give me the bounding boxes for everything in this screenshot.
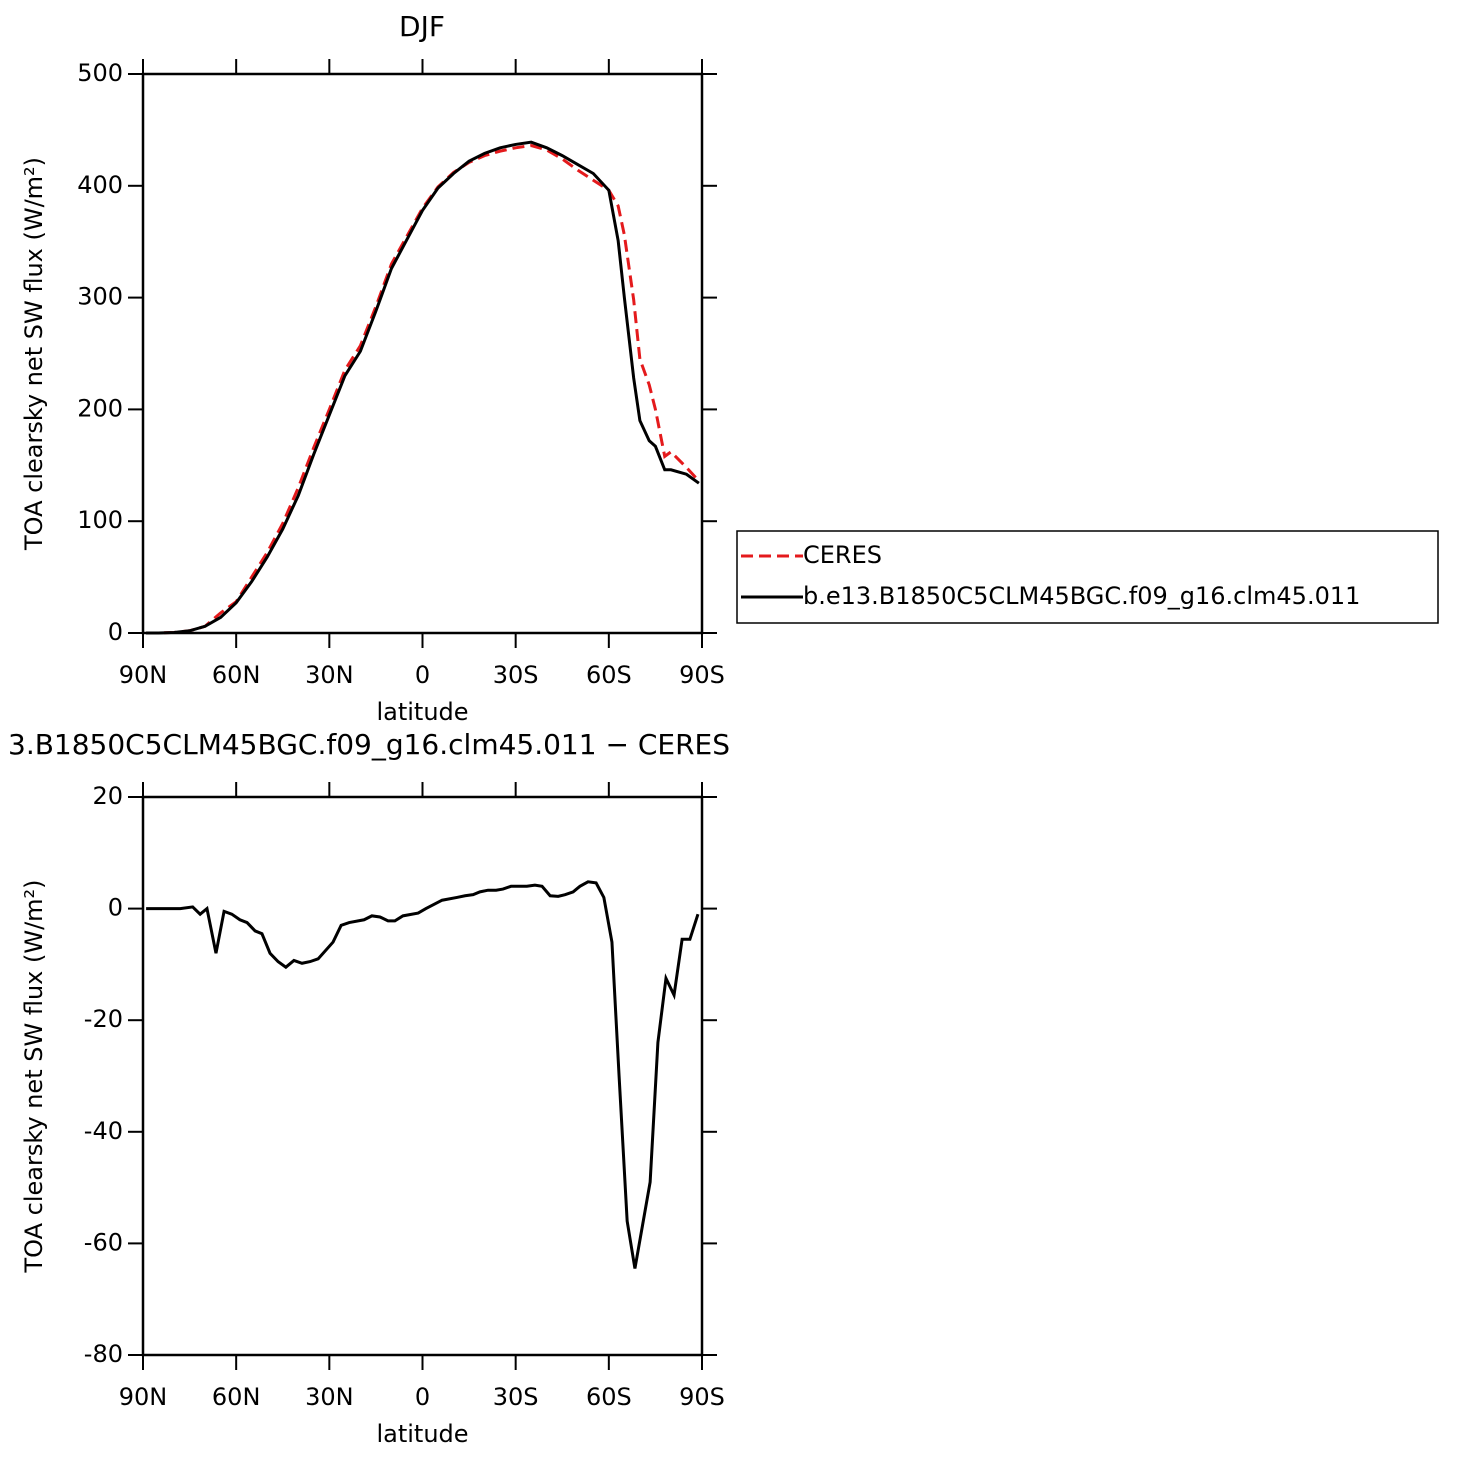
- x-tick-label: 30S: [493, 661, 539, 689]
- chart-title: 3.B1850C5CLM45BGC.f09_g16.clm45.011 − CE…: [8, 728, 730, 761]
- series-line: [146, 144, 700, 635]
- legend-label: b.e13.B1850C5CLM45BGC.f09_g16.clm45.011: [803, 582, 1360, 610]
- x-tick-label: 30S: [493, 1383, 539, 1411]
- y-axis-label: TOA clearsky net SW flux (W/m²): [20, 157, 48, 551]
- x-tick-label: 90S: [679, 1383, 725, 1411]
- y-tick-label: 300: [77, 283, 123, 311]
- series-line: [146, 140, 700, 635]
- x-tick-label: 60S: [586, 1383, 632, 1411]
- y-tick-label: 400: [77, 171, 123, 199]
- chart-title: DJF: [399, 10, 445, 43]
- y-axis-label: TOA clearsky net SW flux (W/m²): [20, 879, 48, 1273]
- legend-box: [736, 530, 1439, 624]
- x-tick-label: 0: [415, 1383, 430, 1411]
- x-tick-label: 60N: [212, 1383, 261, 1411]
- x-tick-label: 0: [415, 661, 430, 689]
- plot-frame: [141, 795, 704, 1357]
- plot-frame: [141, 72, 704, 635]
- legend-label: CERES: [803, 541, 882, 569]
- y-tick-label: 0: [108, 618, 123, 646]
- y-tick-label: -80: [84, 1340, 123, 1368]
- y-tick-label: -20: [84, 1005, 123, 1033]
- y-tick-label: 200: [77, 394, 123, 422]
- y-tick-label: -60: [84, 1228, 123, 1256]
- y-tick-label: 100: [77, 506, 123, 534]
- x-tick-label: 60N: [212, 661, 261, 689]
- x-tick-label: 60S: [586, 661, 632, 689]
- x-tick-label: 30N: [305, 661, 354, 689]
- x-axis-label: latitude: [376, 698, 468, 726]
- data-line: [146, 880, 700, 1269]
- x-tick-label: 90N: [119, 1383, 168, 1411]
- x-tick-label: 90S: [679, 661, 725, 689]
- y-tick-label: 500: [77, 59, 123, 87]
- x-tick-label: 90N: [119, 661, 168, 689]
- y-tick-label: 0: [108, 894, 123, 922]
- x-axis-label: latitude: [376, 1420, 468, 1448]
- y-tick-label: 20: [92, 782, 123, 810]
- x-tick-label: 30N: [305, 1383, 354, 1411]
- y-tick-label: -40: [84, 1117, 123, 1145]
